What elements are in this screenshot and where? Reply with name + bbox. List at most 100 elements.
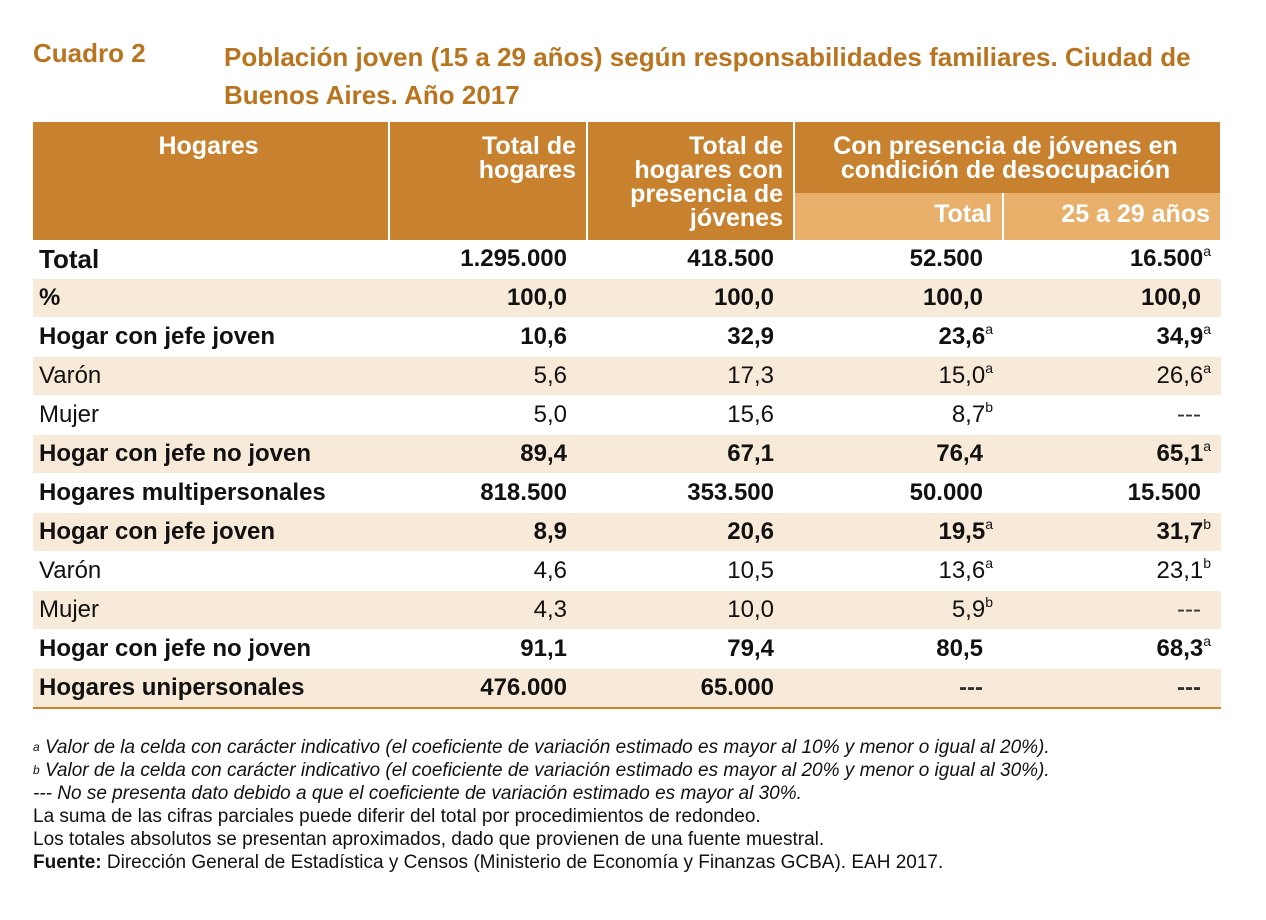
cell-total-hogares-value: 5,6	[533, 362, 567, 389]
row-label-value: %	[39, 284, 61, 311]
cell-desocupacion-edad: 23,1b	[1003, 551, 1222, 591]
note-b: b Valor de la celda con carácter indicat…	[33, 759, 1233, 782]
note-a-text: Valor de la celda con carácter indicativ…	[39, 737, 1050, 758]
cell-desocupacion-total: 23,6a	[794, 317, 1003, 357]
data-table: Hogares Total de hogares Total de hogare…	[33, 122, 1223, 709]
cell-desocupacion-edad-value: ---	[1177, 401, 1202, 428]
table-row: Hogar con jefe joven 10,6 32,9 23,6a 34,9a	[33, 317, 1222, 357]
row-label: Hogar con jefe no joven	[33, 434, 389, 474]
cell-desocupacion-total: 13,6a	[794, 551, 1003, 591]
cell-total-presencia: 100,0	[587, 278, 794, 318]
cell-desocupacion-total: 76,4	[794, 434, 1003, 474]
cell-total-hogares-value: 4,6	[533, 557, 567, 584]
table-row: Varón 5,6 17,3 15,0a 26,6a	[33, 356, 1222, 396]
note-a-mark: a	[33, 740, 40, 754]
cell-total-presencia-value: 20,6	[727, 518, 774, 545]
cell-total-presencia: 65.000	[587, 668, 794, 709]
cell-total-hogares: 100,0	[389, 278, 587, 318]
cell-desocupacion-total-value: 100,0	[922, 284, 983, 311]
fuente-label: Fuente:	[33, 852, 102, 873]
cell-total-hogares: 818.500	[389, 473, 587, 513]
cell-desocupacion-edad: 65,1a	[1003, 434, 1222, 474]
cell-desocupacion-edad-value: ---	[1177, 674, 1202, 701]
cell-desocupacion-edad-value: 16.500	[1129, 245, 1204, 272]
cell-total-presencia-value: 32,9	[727, 323, 774, 350]
cell-total-presencia-value: 100,0	[713, 284, 774, 311]
cell-total-hogares-value: 89,4	[520, 440, 567, 467]
table-row: Hogares multipersonales 818.500 353.500 50.…	[33, 473, 1222, 513]
cell-total-hogares-value: 1.295.000	[460, 245, 567, 272]
cell-total-presencia: 32,9	[587, 317, 794, 357]
cell-total-hogares: 1.295.000	[389, 240, 587, 279]
header-total-presencia: Total de hogares con presencia de jóvene…	[587, 122, 795, 240]
cell-desocupacion-total-value: 76,4	[936, 440, 983, 467]
cell-desocupacion-total-value: 19,5	[938, 518, 986, 545]
row-label-value: Total	[39, 243, 100, 274]
cell-desocupacion-edad: 31,7b	[1003, 512, 1222, 552]
cell-desocupacion-edad-value: 23,1	[1156, 557, 1204, 584]
cell-desocupacion-total: 50.000	[794, 473, 1003, 513]
row-label-value: Hogar con jefe no joven	[39, 440, 312, 467]
cell-superscript: a	[1203, 243, 1212, 259]
cell-total-presencia: 20,6	[587, 512, 794, 552]
note-a: a Valor de la celda con carácter indicat…	[33, 736, 1233, 759]
cell-desocupacion-total: ---	[794, 668, 1003, 709]
row-label: Hogar con jefe joven	[33, 317, 389, 357]
row-label-value: Hogar con jefe joven	[39, 323, 276, 350]
cell-total-presencia-value: 79,4	[727, 635, 774, 662]
cell-desocupacion-total: 19,5a	[794, 512, 1003, 552]
row-label: Hogar con jefe no joven	[33, 629, 389, 669]
cell-total-presencia-value: 17,3	[727, 362, 774, 389]
table-notes: a Valor de la celda con carácter indicat…	[33, 736, 1233, 874]
cell-desocupacion-edad: 100,0	[1003, 278, 1222, 318]
cell-total-presencia-value: 65.000	[700, 674, 774, 701]
note-b-mark: b	[33, 763, 40, 777]
cell-total-presencia-value: 418.500	[687, 245, 774, 272]
table-row: Hogar con jefe no joven 89,4 67,1 76,4 65,1a	[33, 434, 1222, 474]
cell-desocupacion-total-value: 80,5	[936, 635, 983, 662]
row-label-value: Hogares multipersonales	[39, 479, 326, 506]
header-desocupacion: Con presencia de jóvenes en condición de…	[794, 122, 1223, 193]
cell-total-presencia-value: 10,0	[727, 596, 774, 623]
cell-desocupacion-edad-value: 65,1	[1156, 440, 1204, 467]
row-label: Hogar con jefe joven	[33, 512, 389, 552]
table-row: Hogares unipersonales 476.000 65.000 --- ---	[33, 668, 1222, 709]
cell-total-hogares: 89,4	[389, 434, 587, 474]
cell-total-presencia-value: 15,6	[727, 401, 774, 428]
cell-total-presencia-value: 353.500	[687, 479, 774, 506]
cell-desocupacion-edad-value: ---	[1177, 596, 1202, 623]
cell-desocupacion-edad-value: 31,7	[1156, 518, 1204, 545]
cell-total-hogares: 4,3	[389, 590, 587, 630]
cell-total-hogares: 5,0	[389, 395, 587, 435]
cell-desocupacion-edad-value: 15.500	[1127, 479, 1202, 506]
cell-total-hogares: 10,6	[389, 317, 587, 357]
note-suma: La suma de las cifras parciales puede di…	[33, 806, 761, 827]
cell-desocupacion-total: 52.500	[794, 240, 1003, 279]
row-label: Hogares multipersonales	[33, 473, 389, 513]
cell-desocupacion-total: 80,5	[794, 629, 1003, 669]
cell-total-hogares-value: 5,0	[533, 401, 567, 428]
cell-desocupacion-edad: 15.500	[1003, 473, 1222, 513]
table-body: Total 1.295.000 418.500 52.500 16.500a% 100,0…	[33, 240, 1222, 709]
cell-desocupacion-total-value: 15,0	[938, 362, 986, 389]
cell-total-presencia: 10,5	[587, 551, 794, 591]
cell-superscript: b	[985, 594, 993, 610]
note-dash: --- No se presenta dato debido a que el …	[33, 783, 802, 804]
cell-desocupacion-total-value: ---	[959, 674, 983, 701]
cell-desocupacion-edad: ---	[1003, 590, 1222, 630]
cell-desocupacion-total-value: 5,9	[951, 596, 986, 623]
cell-total-hogares-value: 8,9	[533, 518, 567, 545]
cell-desocupacion-edad: ---	[1003, 668, 1222, 709]
cell-superscript: a	[985, 321, 993, 337]
row-label: Mujer	[33, 590, 389, 630]
cell-desocupacion-total-value: 8,7	[951, 401, 986, 428]
cell-total-hogares-value: 10,6	[520, 323, 567, 350]
cell-desocupacion-total-value: 52.500	[909, 245, 983, 272]
fuente-text: Dirección General de Estadística y Censo…	[101, 852, 944, 873]
row-label-value: Hogares unipersonales	[39, 674, 305, 701]
cell-desocupacion-edad: 16.500a	[1003, 240, 1222, 279]
cell-total-presencia-value: 10,5	[727, 557, 774, 584]
cell-desocupacion-total-value: 13,6	[938, 557, 986, 584]
cell-total-presencia: 15,6	[587, 395, 794, 435]
note-b-text: Valor de la celda con carácter indicativ…	[39, 760, 1050, 781]
